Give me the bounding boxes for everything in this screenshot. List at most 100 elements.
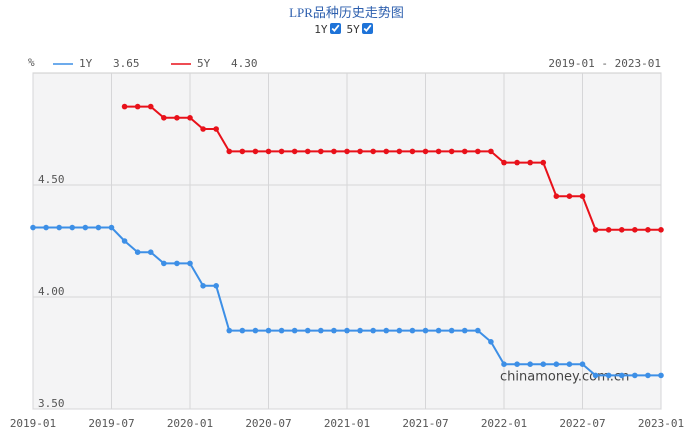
toggle-label: 1Y — [314, 23, 328, 36]
unit-label: % — [28, 56, 35, 69]
data-point — [304, 327, 311, 334]
data-point — [357, 327, 363, 334]
data-point — [213, 126, 219, 132]
data-point — [304, 148, 311, 155]
data-point — [383, 148, 390, 155]
data-point — [108, 224, 115, 231]
data-point — [605, 372, 612, 379]
data-point — [435, 148, 442, 155]
data-point — [658, 372, 664, 379]
data-point — [200, 283, 206, 289]
data-point — [566, 193, 573, 199]
data-point — [213, 283, 219, 289]
data-point — [527, 361, 533, 368]
x-tick-label: 2019-01 — [10, 417, 56, 430]
data-point — [396, 148, 403, 155]
data-point — [527, 159, 533, 166]
data-point — [331, 148, 337, 155]
x-tick-label: 2022-07 — [559, 417, 605, 430]
x-tick-label: 2022-01 — [481, 417, 527, 430]
data-point — [422, 327, 429, 334]
data-point — [592, 227, 599, 233]
chart-title: LPR品种历史走势图 — [289, 5, 404, 20]
data-point — [409, 327, 416, 334]
y-tick-label: 4.00 — [38, 285, 65, 298]
x-tick-label: 2020-07 — [245, 417, 291, 430]
data-point — [187, 115, 193, 121]
data-point — [344, 327, 350, 334]
data-point — [553, 361, 560, 368]
toggle-label: 5Y — [346, 23, 360, 36]
data-point — [357, 148, 363, 155]
data-point — [553, 193, 560, 199]
data-point — [278, 327, 285, 334]
data-point — [134, 249, 141, 255]
legend-latest: 3.65 — [113, 57, 140, 70]
legend-latest: 4.30 — [231, 57, 258, 70]
data-point — [645, 372, 651, 379]
data-point — [579, 193, 586, 199]
data-point — [318, 148, 324, 155]
header: LPR品种历史走势图 1Y 5Y — [0, 2, 693, 36]
data-point — [69, 224, 76, 231]
data-point — [252, 148, 259, 155]
data-point — [632, 372, 638, 379]
data-point — [540, 159, 547, 166]
data-point — [501, 159, 507, 166]
data-point — [239, 148, 246, 155]
data-point — [331, 327, 337, 334]
data-point — [618, 372, 625, 379]
data-point — [475, 327, 481, 334]
data-point — [370, 148, 376, 155]
data-point — [566, 361, 573, 368]
series-toggles: 1Y 5Y — [0, 23, 693, 36]
data-point — [448, 148, 455, 155]
data-point — [645, 227, 651, 233]
data-point — [461, 327, 468, 334]
data-point — [239, 327, 246, 334]
y-tick-label: 4.50 — [38, 173, 65, 186]
data-point — [435, 327, 442, 334]
data-point — [95, 224, 102, 231]
data-point — [632, 227, 638, 233]
series-checkbox[interactable] — [329, 23, 341, 34]
data-point — [540, 361, 547, 368]
data-point — [488, 339, 494, 345]
y-tick-label: 3.50 — [38, 397, 65, 410]
data-point — [501, 361, 507, 368]
data-point — [448, 327, 455, 334]
data-point — [461, 148, 468, 155]
data-point — [265, 327, 272, 334]
data-point — [226, 148, 233, 155]
x-tick-label: 2023-01 — [638, 417, 684, 430]
x-tick-label: 2021-01 — [324, 417, 370, 430]
data-point — [396, 327, 403, 334]
data-point — [134, 103, 141, 110]
x-tick-label: 2020-01 — [167, 417, 213, 430]
data-point — [82, 224, 89, 231]
x-tick-label: 2019-07 — [88, 417, 134, 430]
data-point — [514, 361, 520, 368]
data-point — [422, 148, 429, 155]
data-point — [187, 260, 193, 267]
data-point — [147, 103, 154, 110]
data-point — [265, 148, 272, 155]
data-point — [383, 327, 390, 334]
date-range: 2019-01 - 2023-01 — [548, 57, 661, 70]
data-point — [56, 224, 62, 231]
legend-name: 1Y — [79, 57, 93, 70]
data-point — [514, 159, 520, 166]
data-point — [488, 148, 494, 155]
data-point — [618, 227, 625, 233]
data-point — [200, 126, 206, 132]
data-point — [475, 148, 481, 155]
data-point — [43, 224, 49, 231]
data-point — [344, 148, 350, 155]
data-point — [121, 238, 128, 244]
data-point — [605, 227, 612, 233]
series-checkbox[interactable] — [361, 23, 373, 34]
data-point — [174, 260, 180, 267]
data-point — [291, 148, 298, 155]
